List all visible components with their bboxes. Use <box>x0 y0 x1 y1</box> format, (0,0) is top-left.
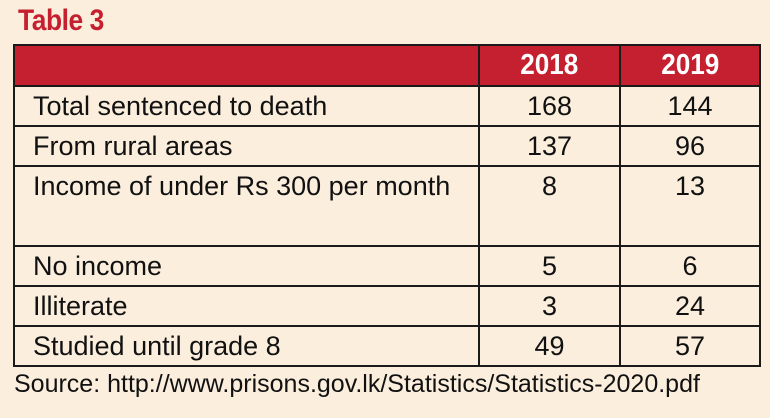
cell-value: 49 <box>478 325 621 367</box>
table-title: Table 3 <box>18 4 104 37</box>
row-label: No income <box>13 245 480 287</box>
row-label: Income of under Rs 300 per month <box>13 165 480 247</box>
table-row: From rural areas 137 96 <box>13 125 761 167</box>
cell-value: 6 <box>619 245 761 287</box>
row-label: Studied until grade 8 <box>13 325 480 367</box>
cell-value: 13 <box>619 165 761 247</box>
row-label: Total sentenced to death <box>13 85 480 127</box>
data-table: 2018 2019 Total sentenced to death 168 1… <box>13 44 761 367</box>
cell-value: 137 <box>478 125 621 167</box>
row-label: From rural areas <box>13 125 480 167</box>
cell-value: 168 <box>478 85 621 127</box>
cell-value: 96 <box>619 125 761 167</box>
table-row: Illiterate 3 24 <box>13 285 761 327</box>
header-cell-label <box>13 44 480 87</box>
table-row: Income of under Rs 300 per month 8 13 <box>13 165 761 247</box>
table-row: Total sentenced to death 168 144 <box>13 85 761 127</box>
header-row: 2018 2019 <box>13 44 761 87</box>
cell-value: 5 <box>478 245 621 287</box>
cell-value: 8 <box>478 165 621 247</box>
cell-value: 57 <box>619 325 761 367</box>
table-row: No income 5 6 <box>13 245 761 287</box>
row-label: Illiterate <box>13 285 480 327</box>
cell-value: 3 <box>478 285 621 327</box>
table-row: Studied until grade 8 49 57 <box>13 325 761 367</box>
header-cell-2019: 2019 <box>619 44 761 87</box>
header-cell-2018: 2018 <box>478 44 621 87</box>
cell-value: 144 <box>619 85 761 127</box>
cell-value: 24 <box>619 285 761 327</box>
source-note: Source: http://www.prisons.gov.lk/Statis… <box>14 370 700 398</box>
